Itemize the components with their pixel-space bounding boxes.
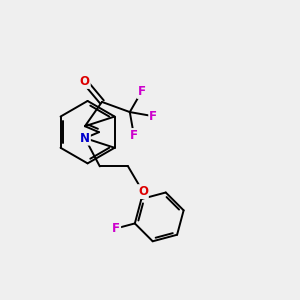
Text: F: F bbox=[130, 129, 138, 142]
Text: F: F bbox=[149, 110, 157, 123]
Text: F: F bbox=[138, 85, 146, 98]
Text: N: N bbox=[80, 132, 90, 145]
Text: O: O bbox=[138, 185, 148, 198]
Text: F: F bbox=[112, 222, 120, 235]
Text: O: O bbox=[80, 75, 90, 88]
